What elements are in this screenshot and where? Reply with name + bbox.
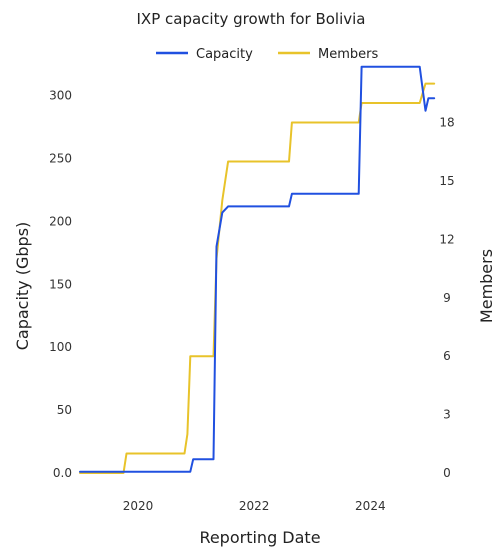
- series-layer: [79, 65, 436, 474]
- y-left-tick-label: 50: [57, 403, 72, 417]
- series-line-capacity: [79, 65, 436, 473]
- y-left-axis-title: Capacity (Gbps): [13, 222, 32, 351]
- y-right-tick-label: 0: [443, 466, 451, 480]
- series-line-members: [79, 82, 436, 474]
- y-right-tick-label: 18: [439, 116, 454, 130]
- y-right-tick-label: 9: [443, 291, 451, 305]
- y-right-tick-label: 6: [443, 349, 451, 363]
- y-left-tick-label: 0.0: [53, 466, 72, 480]
- y-right-tick-labels: 0 3 6 9 12 15 18: [439, 116, 454, 480]
- x-tick-label: 2020: [123, 499, 154, 513]
- x-tick-label: 2022: [239, 499, 270, 513]
- y-left-tick-label: 100: [49, 340, 72, 354]
- x-axis-title: Reporting Date: [199, 528, 320, 547]
- x-tick-labels: 2020 2022 2024: [123, 499, 386, 513]
- y-left-tick-label: 150: [49, 277, 72, 291]
- y-left-tick-label: 250: [49, 152, 72, 166]
- chart-title: IXP capacity growth for Bolivia: [137, 10, 366, 28]
- y-right-tick-label: 3: [443, 408, 451, 422]
- legend-label-capacity: Capacity: [196, 47, 253, 62]
- y-right-axis-title: Members: [477, 249, 496, 323]
- y-right-tick-label: 12: [439, 232, 454, 246]
- legend: Capacity Members: [156, 47, 378, 62]
- y-left-tick-label: 300: [49, 89, 72, 103]
- y-left-tick-labels: 0.0 50 100 150 200 250 300: [49, 89, 72, 480]
- y-right-tick-label: 15: [439, 174, 454, 188]
- legend-label-members: Members: [318, 47, 378, 62]
- y-left-tick-label: 200: [49, 214, 72, 228]
- x-tick-label: 2024: [355, 499, 386, 513]
